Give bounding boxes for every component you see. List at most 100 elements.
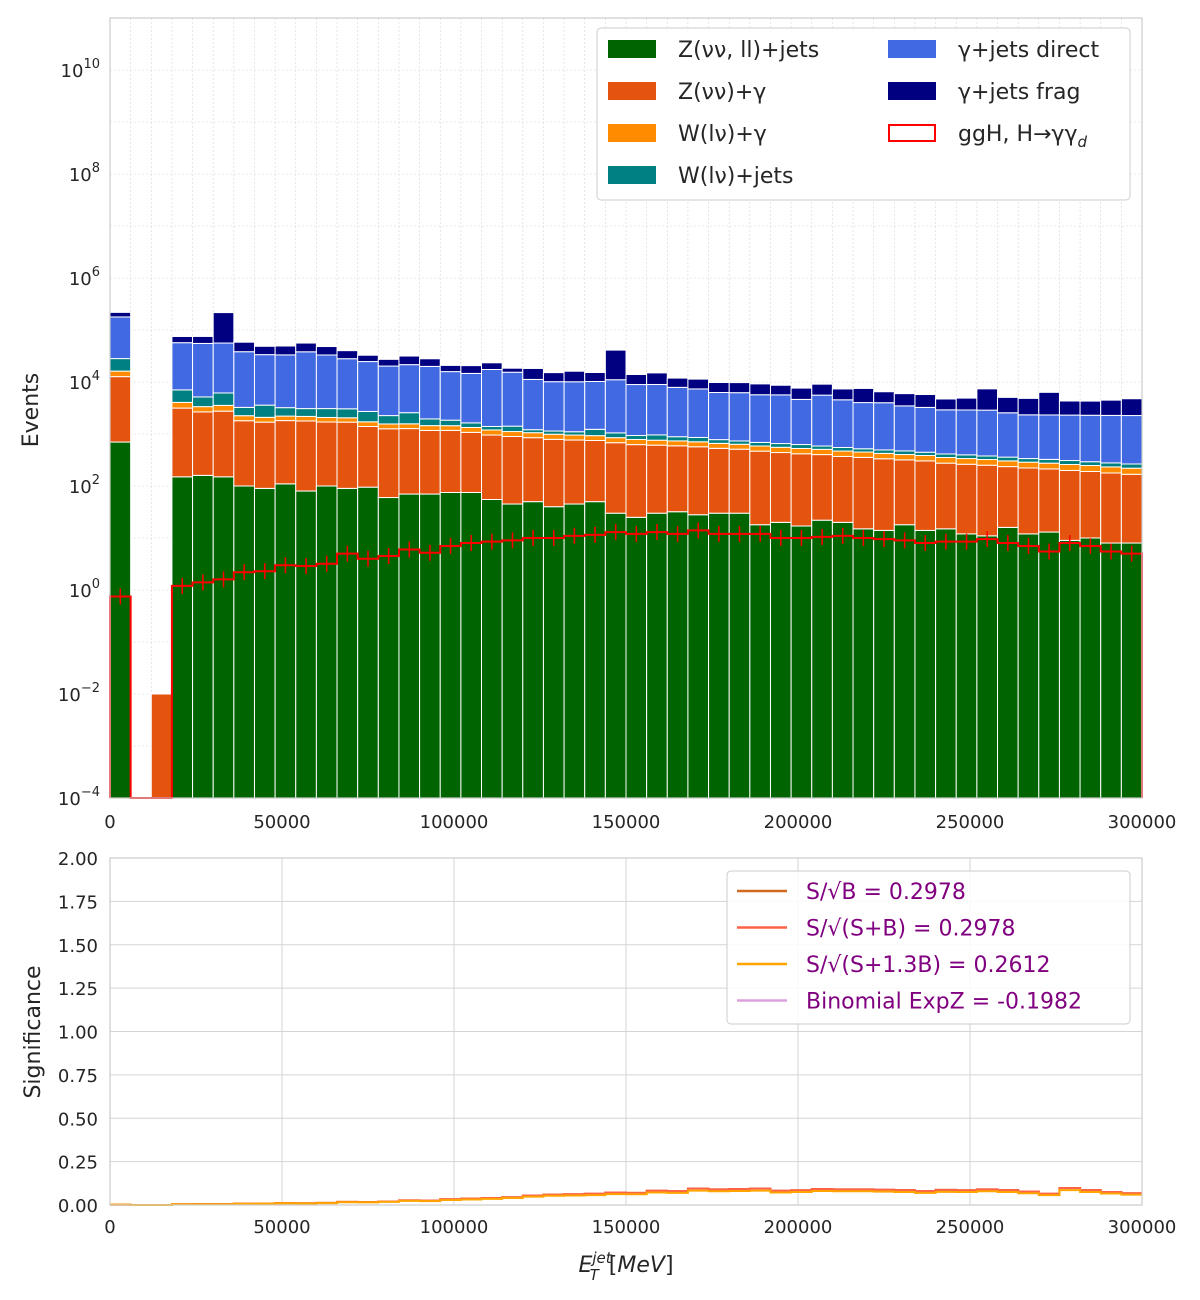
bar-segment [481, 368, 503, 427]
y-tick-label: 102 [69, 473, 100, 498]
top-y-ticks: 10−4 10−2 100 102 104 106 108 1010 [58, 57, 100, 810]
bar-segment [955, 409, 978, 456]
bar-segment [646, 512, 668, 799]
bar-segment [873, 449, 895, 454]
bar-segment [336, 421, 359, 489]
bar-segment [873, 458, 895, 531]
bar-segment [253, 345, 276, 356]
bar-segment [233, 351, 255, 408]
bar-segment [831, 399, 854, 449]
bar-segment [357, 421, 379, 427]
y-tick-label: 0.25 [58, 1153, 98, 1174]
bar-segment [790, 453, 813, 527]
bar-segment [749, 394, 771, 443]
bar-segment [584, 501, 606, 799]
bar-segment [687, 436, 710, 443]
bar-segment [192, 335, 214, 344]
bar-segment [666, 386, 689, 438]
bar-segment [1017, 533, 1040, 799]
bar-segment [398, 423, 421, 430]
x-tick-label: 100000 [420, 812, 489, 833]
bar-segment [1017, 461, 1040, 469]
bar-segment [646, 444, 668, 514]
bar-segment [955, 463, 978, 535]
bar-segment [666, 440, 689, 447]
bar-segment [212, 476, 235, 799]
legend-label: ggH, H→γγd [958, 122, 1087, 151]
bottom-lines [110, 1187, 1142, 1206]
y-tick-label: 1.00 [58, 1023, 98, 1044]
bar-segment [377, 428, 400, 499]
bar-segment [893, 393, 916, 407]
bar-segment [893, 454, 916, 461]
bar-segment [976, 464, 999, 537]
bar-segment [192, 474, 214, 799]
bar-segment [1058, 414, 1081, 462]
bar-segment [212, 342, 235, 394]
bar-segment [542, 438, 565, 508]
bar-segment [997, 456, 1019, 462]
bar-segment [604, 512, 627, 799]
bar-segment [604, 349, 627, 381]
bar-segment [336, 487, 359, 799]
bar-segment [708, 512, 730, 799]
bar-segment [398, 364, 421, 414]
bar-segment [295, 490, 317, 799]
bar-segment [811, 394, 833, 447]
bar-segment [192, 406, 214, 413]
y-tick-label: 1.75 [58, 892, 98, 913]
bar-segment [212, 392, 235, 406]
bar-segment [584, 439, 606, 503]
x-tick-label: 200000 [764, 812, 833, 833]
legend-label: Z(νν)+γ [678, 80, 766, 105]
top-plot-frame [109, 17, 1143, 799]
bar-segment [666, 445, 689, 513]
x-tick-label: 150000 [592, 812, 661, 833]
x-tick-label: 150000 [592, 1217, 661, 1238]
bar-segment [1120, 473, 1143, 544]
y-tick-label: 0.75 [58, 1066, 98, 1087]
bar-segment [109, 316, 132, 360]
bar-segment [914, 460, 937, 531]
bar-segment [109, 311, 132, 318]
bar-segment [233, 485, 255, 799]
top-legend-box [596, 27, 1131, 201]
bar-segment [790, 444, 813, 449]
bar-segment [439, 425, 462, 431]
bar-segment [253, 487, 276, 799]
bar-segment [873, 402, 895, 451]
legend-label: W(lν)+γ [678, 122, 767, 147]
bar-segment [563, 370, 586, 383]
bar-segment [522, 432, 544, 439]
bar-segment [1038, 462, 1060, 470]
bar-segment [852, 456, 875, 530]
bar-segment [315, 354, 338, 410]
bottom-legend-box [726, 870, 1131, 1025]
x-tick-label: 300000 [1108, 1217, 1177, 1238]
bar-segment [1038, 531, 1060, 799]
bar-segment [1079, 400, 1102, 416]
x-tick-label: 200000 [764, 1217, 833, 1238]
top-bars [109, 311, 1143, 799]
bar-segment [336, 358, 359, 410]
bar-segment [398, 355, 421, 366]
bar-segment [253, 354, 276, 406]
bar-segment [171, 389, 194, 403]
bar-segment [315, 408, 338, 418]
bar-segment [1038, 391, 1060, 416]
bar-segment [357, 410, 379, 423]
x-axis-label: Ejet T [MeV] [578, 1249, 673, 1284]
bar-segment [873, 452, 895, 460]
bar-segment [377, 415, 400, 425]
bar-segment [708, 439, 730, 444]
bar-segment [171, 401, 194, 409]
x-tick-label: 50000 [253, 812, 310, 833]
bar-segment [687, 441, 710, 448]
bar-segment [377, 365, 400, 417]
bar-segment [646, 383, 668, 436]
bar-segment [315, 346, 338, 356]
bar-segment [295, 408, 317, 417]
bar-segment [1100, 542, 1122, 799]
bar-segment [481, 434, 503, 501]
